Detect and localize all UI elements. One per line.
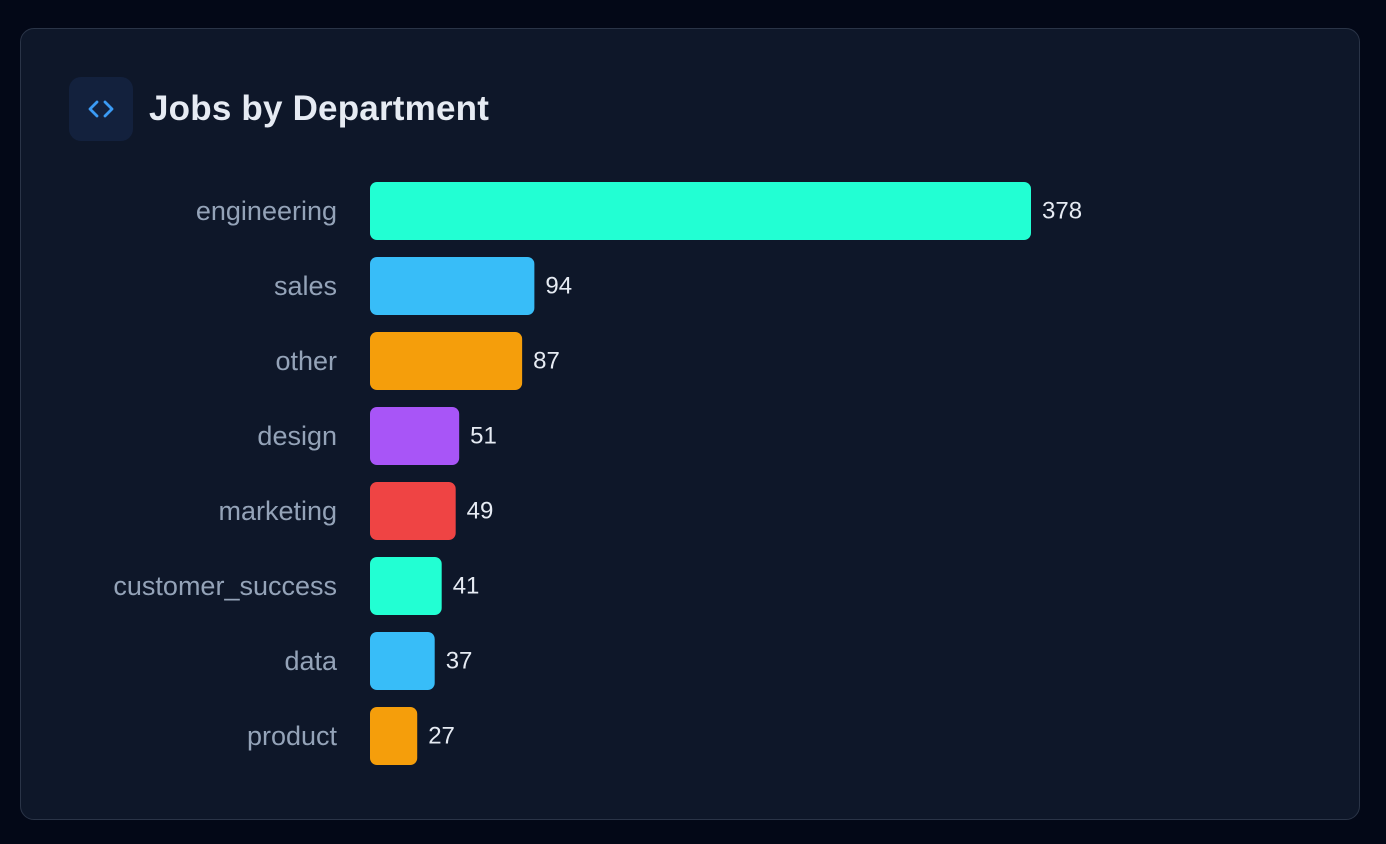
bar-customer-success	[370, 557, 442, 615]
bar-product	[370, 707, 418, 765]
chart-title: Jobs by Department	[149, 89, 490, 128]
value-label-marketing: 49	[467, 498, 494, 525]
category-label-data: data	[284, 646, 338, 676]
value-label-design: 51	[470, 423, 497, 450]
bar-chart: engineering 378 sales 94 other 87 design 51 mark…	[113, 182, 1082, 765]
value-label-sales: 94	[545, 273, 572, 300]
category-label-design: design	[257, 421, 337, 451]
code-icon-glyph	[88, 100, 114, 118]
value-label-other: 87	[533, 348, 560, 375]
card-header: Jobs by Department	[69, 77, 489, 141]
bar-other	[370, 332, 523, 390]
value-label-data: 37	[446, 648, 473, 675]
category-label-marketing: marketing	[218, 496, 337, 526]
bar-marketing	[370, 482, 456, 540]
bar-engineering	[370, 182, 1031, 240]
category-label-product: product	[247, 721, 338, 751]
category-label-customer-success: customer_success	[113, 571, 337, 601]
category-label-other: other	[275, 346, 337, 376]
chart-card: Jobs by Department engineering 378 sales 94…	[20, 28, 1360, 820]
value-label-customer-success: 41	[453, 573, 480, 600]
bar-data	[370, 632, 435, 690]
value-label-product: 27	[428, 723, 455, 750]
category-label-engineering: engineering	[196, 196, 337, 226]
bar-design	[370, 407, 460, 465]
category-label-sales: sales	[274, 271, 337, 301]
bar-sales	[370, 257, 535, 315]
code-icon	[69, 77, 133, 141]
value-label-engineering: 378	[1042, 198, 1082, 225]
